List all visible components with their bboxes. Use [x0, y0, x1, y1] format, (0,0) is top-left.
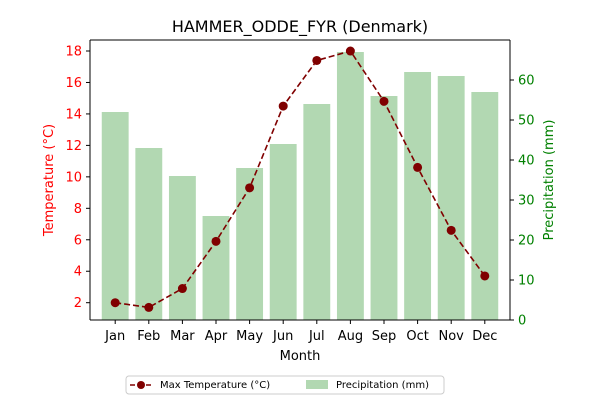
legend-item-temperature: Max Temperature (°C): [160, 380, 270, 391]
x-tick-label: Sep: [372, 329, 397, 344]
left-tick-label: 4: [74, 265, 82, 280]
right-tick-label: 10: [518, 274, 535, 289]
temperature-point-dec: [480, 271, 490, 281]
x-tick-label: Apr: [205, 329, 228, 344]
left-tick-label: 18: [65, 45, 82, 60]
left-tick-label: 16: [65, 76, 82, 91]
temperature-point-mar: [177, 284, 187, 294]
temperature-line-layer: [110, 46, 490, 312]
left-tick-label: 8: [74, 202, 82, 217]
x-tick-label: Mar: [170, 329, 195, 344]
x-tick-label: Aug: [338, 329, 363, 344]
legend-item-precipitation: Precipitation (mm): [336, 380, 429, 391]
precipitation-bar-apr: [202, 216, 230, 320]
precipitation-bar-jun: [269, 144, 297, 320]
temperature-point-aug: [345, 46, 355, 56]
precipitation-bars: [101, 52, 499, 320]
precipitation-bar-dec: [471, 92, 499, 320]
precipitation-bar-oct: [404, 72, 432, 320]
x-tick-label: Jan: [104, 329, 125, 344]
x-tick-label: Oct: [406, 329, 428, 344]
temperature-point-sep: [379, 96, 389, 106]
legend: Max Temperature (°C) Precipitation (mm): [125, 375, 445, 395]
right-tick-label: 20: [518, 234, 535, 249]
x-tick-label: Dec: [472, 329, 497, 344]
left-tick-label: 2: [74, 296, 82, 311]
temperature-point-feb: [144, 302, 154, 312]
temperature-point-apr: [211, 236, 221, 246]
x-axis-label: Month: [280, 349, 321, 364]
left-tick-label: 6: [74, 233, 82, 248]
chart-title: HAMMER_ODDE_FYR (Denmark): [172, 17, 428, 37]
left-tick-label: 14: [65, 107, 82, 122]
left-tick-label: 12: [65, 139, 82, 154]
precipitation-bar-sep: [370, 96, 398, 320]
legend-frame: [125, 375, 445, 395]
right-tick-label: 50: [518, 114, 535, 129]
x-tick-label: Nov: [439, 329, 465, 344]
temperature-point-jun: [278, 101, 288, 111]
temperature-point-nov: [446, 225, 456, 235]
temperature-point-jul: [312, 55, 322, 65]
right-tick-label: 30: [518, 194, 535, 209]
legend-bar-swatch: [306, 380, 328, 389]
precipitation-bar-jul: [303, 104, 331, 320]
precipitation-bar-mar: [168, 176, 196, 320]
precipitation-bar-nov: [437, 76, 465, 320]
x-tick-label: Jul: [308, 329, 325, 344]
temperature-point-oct: [413, 162, 423, 172]
x-tick-label: May: [236, 329, 263, 344]
precipitation-bar-may: [236, 168, 264, 320]
legend-marker-swatch: [137, 381, 145, 389]
precipitation-bar-feb: [135, 148, 163, 320]
right-tick-label: 40: [518, 154, 535, 169]
precipitation-bar-aug: [336, 52, 364, 320]
left-tick-label: 10: [65, 170, 82, 185]
precipitation-bar-jan: [101, 112, 129, 320]
x-tick-label: Feb: [137, 329, 160, 344]
right-axis-label: Precipitation (mm): [542, 120, 557, 241]
right-tick-label: 60: [518, 74, 535, 89]
left-axis-label: Temperature (°C): [42, 124, 57, 237]
axes: Jan Feb Mar Apr May Jun Jul Aug Sep Oct Nov Dec 2 4 6 8…: [65, 39, 535, 344]
temperature-point-jan: [110, 298, 120, 308]
right-tick-label: 0: [518, 314, 526, 329]
x-tick-label: Jun: [272, 329, 293, 344]
temperature-line: [115, 50, 486, 309]
temperature-point-may: [245, 183, 255, 193]
